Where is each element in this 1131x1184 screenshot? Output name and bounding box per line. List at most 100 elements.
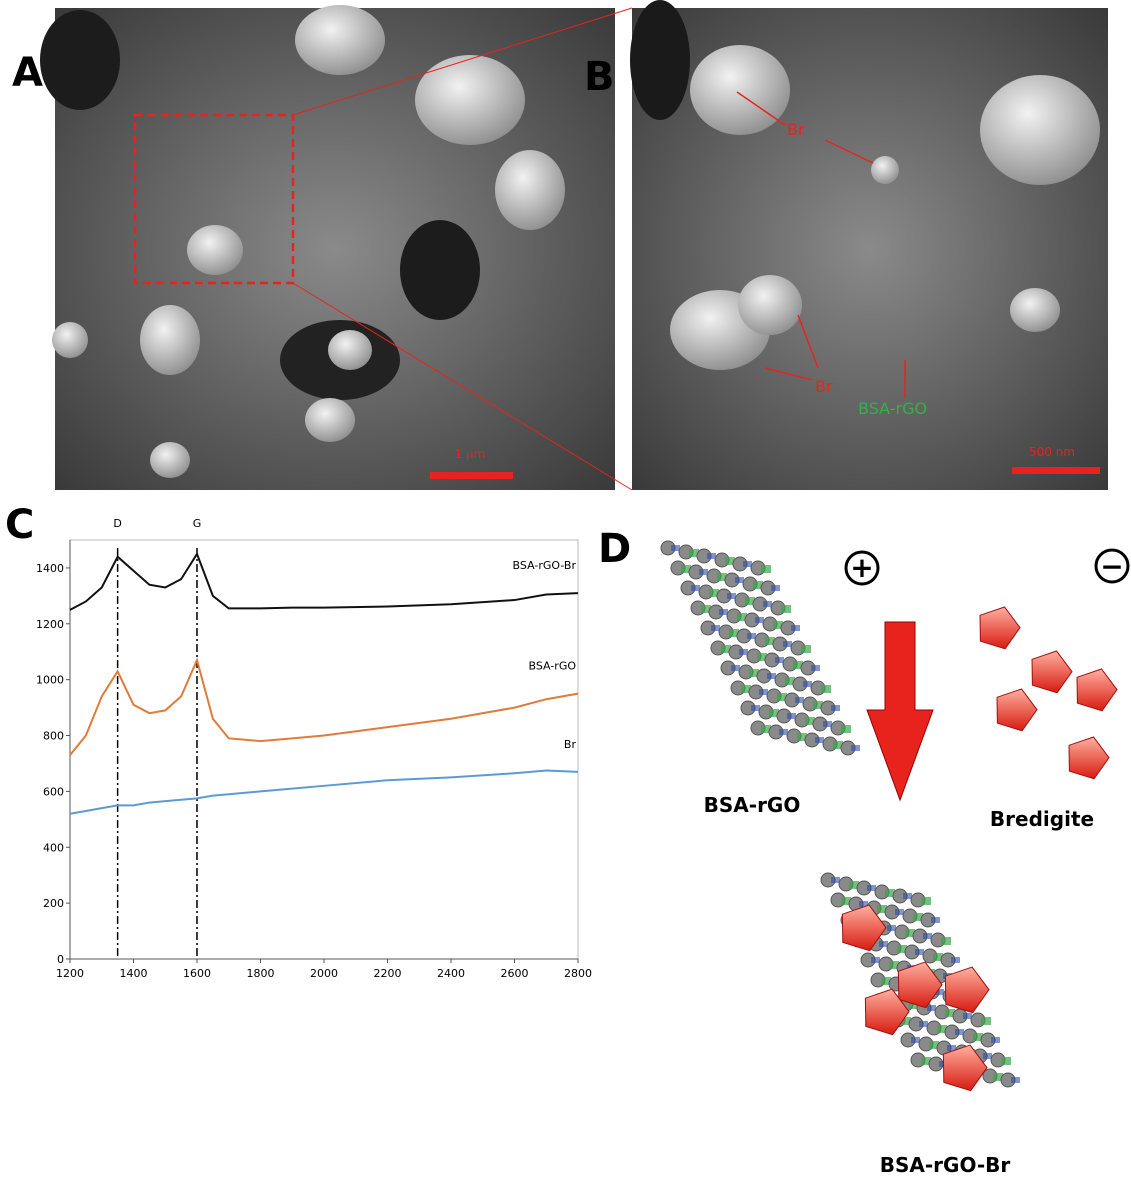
x-tick-label: 1800 [247,967,275,980]
protein [707,553,716,559]
bredigite-crystal [997,689,1037,731]
y-tick-label: 1400 [36,562,64,575]
protein [747,633,756,639]
peak-label: D [113,517,121,530]
protein [759,689,768,695]
protein [731,665,740,671]
protein [955,1029,964,1035]
x-tick-label: 2600 [501,967,529,980]
protein [915,949,924,955]
protein [879,941,888,947]
annotation: Br [787,120,805,139]
bredigite-crystal [980,607,1020,649]
protein [941,937,951,945]
y-tick-label: 200 [43,897,64,910]
protein [931,917,940,923]
protein [951,957,960,963]
series-line [70,660,578,755]
x-tick-label: 2200 [374,967,402,980]
protein [763,601,772,607]
protein [787,713,796,719]
protein [983,1053,992,1059]
schematic-label: BSA-rGO [704,793,801,817]
protein [751,705,760,711]
protein [739,649,748,655]
protein [727,593,736,599]
x-tick-label: 2800 [564,967,592,980]
protein [963,1013,972,1019]
protein [811,665,820,671]
protein [887,925,896,931]
protein [981,1017,991,1025]
protein [699,569,708,575]
bredigite-crystal [898,962,942,1008]
protein [991,1037,1000,1043]
panel-label: C [5,502,34,548]
series-label: BSA-rGO [529,660,577,673]
chart: 0200400600800100012001400120014001600180… [36,517,592,980]
charge-label: − [1100,550,1123,583]
protein [691,585,700,591]
protein [871,957,880,963]
scale-bar-label: 1 µm [455,447,486,461]
panel-label: D [598,526,631,572]
protein [743,561,752,567]
bredigite-crystal [1032,651,1072,693]
plot-frame [70,540,578,959]
protein [775,657,784,663]
bredigite-crystal [1069,737,1109,779]
x-tick-label: 1200 [56,967,84,980]
protein [671,545,680,551]
protein [783,641,792,647]
protein [771,585,780,591]
protein [767,673,776,679]
protein [841,725,851,733]
scale-bar-label: 500 nm [1029,445,1075,459]
protein [761,565,771,573]
panel-label: B [584,54,615,100]
protein [919,1021,928,1027]
series-line [70,554,578,610]
protein [711,625,720,631]
schematic: + − BSA-rGO Bredigite BSA-rGO-Br [661,541,1128,1177]
protein [815,737,824,743]
protein [779,729,788,735]
protein [735,577,744,583]
protein [867,885,876,891]
x-tick-label: 1600 [183,967,211,980]
protein [791,625,800,631]
x-tick-label: 1400 [120,967,148,980]
x-tick-label: 2000 [310,967,338,980]
y-tick-label: 400 [43,841,64,854]
protein [719,609,728,615]
protein [921,897,931,905]
annotation: Br [815,377,833,396]
series-line [70,770,578,813]
panel-label: A [12,50,43,96]
y-tick-label: 0 [57,953,64,966]
y-tick-label: 800 [43,730,64,743]
sem-image-a: 1 µm [40,5,615,490]
protein [923,933,932,939]
figure: 1 µm A 500 nm Br Br BSA-rGO B C 0 200 400 6… [0,0,1131,1184]
y-tick-label: 1000 [36,674,64,687]
series-label: Br [564,738,577,751]
protein [927,1005,936,1011]
protein [803,681,812,687]
bredigite-crystal [945,967,989,1013]
x-tick-label: 2400 [437,967,465,980]
protein [795,697,804,703]
annotation: BSA-rGO [858,399,927,418]
schematic-label: BSA-rGO-Br [880,1153,1011,1177]
protein [851,745,860,751]
series-label: BSA-rGO-Br [513,559,577,572]
protein [831,705,840,711]
protein [903,893,912,899]
protein [1011,1077,1020,1083]
protein [895,909,904,915]
schematic-label: Bredigite [990,807,1094,831]
bredigite-crystal [1077,669,1117,711]
y-tick-label: 600 [43,785,64,798]
protein [823,721,832,727]
protein [755,617,764,623]
